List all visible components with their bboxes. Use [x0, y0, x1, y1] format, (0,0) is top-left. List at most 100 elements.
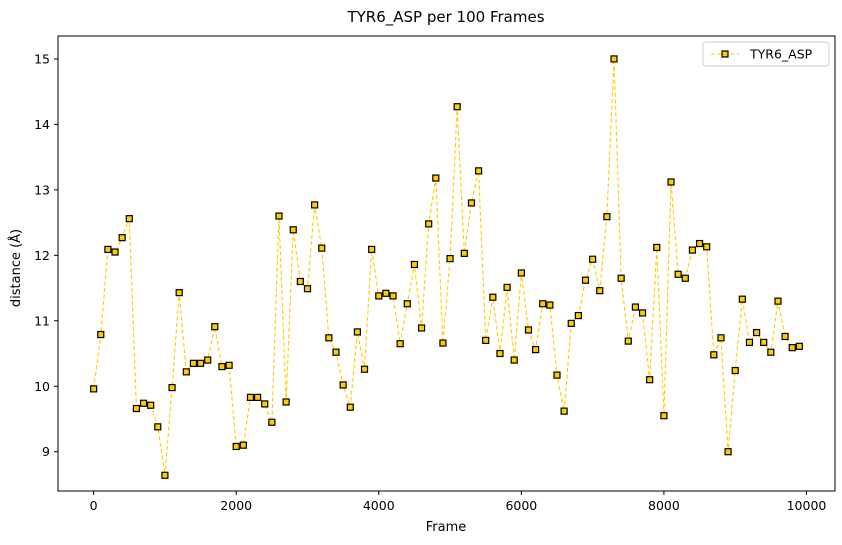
x-tick-label: 4000	[363, 498, 395, 513]
data-point	[617, 274, 625, 282]
data-point	[610, 55, 618, 63]
data-point	[546, 301, 554, 309]
data-point	[196, 359, 205, 367]
data-point	[296, 277, 304, 286]
data-point	[667, 178, 675, 186]
data-point	[303, 285, 312, 293]
data-point	[246, 393, 255, 401]
data-point	[574, 311, 582, 320]
data-point	[453, 103, 461, 111]
data-point	[646, 376, 654, 384]
data-point	[745, 338, 754, 346]
data-point	[403, 300, 411, 308]
data-point	[125, 215, 133, 223]
data-point	[118, 234, 126, 242]
data-point	[560, 407, 568, 415]
data-point	[211, 323, 219, 331]
data-point	[589, 255, 597, 263]
y-tick-label: 9	[42, 444, 50, 459]
data-point	[139, 399, 148, 407]
data-point	[425, 220, 433, 228]
data-point	[482, 336, 490, 345]
data-point	[353, 328, 361, 336]
data-point	[724, 448, 732, 456]
y-axis-label: distance (Å)	[8, 229, 24, 307]
data-point	[767, 348, 775, 356]
data-point	[760, 338, 768, 346]
data-point	[553, 371, 561, 379]
data-point	[781, 332, 789, 341]
data-point	[175, 289, 183, 297]
y-tick-label: 11	[34, 313, 50, 328]
data-point	[311, 201, 319, 209]
data-point	[417, 324, 426, 332]
data-point	[332, 348, 340, 356]
data-point	[261, 400, 269, 408]
x-tick-label: 6000	[505, 498, 537, 513]
data-point	[774, 297, 782, 305]
data-point	[681, 274, 689, 282]
x-axis: 0 2000 4000 6000 8000 10000	[90, 491, 827, 513]
y-axis: 9 10 11 12 13 14 15	[34, 51, 58, 459]
data-point	[204, 356, 212, 364]
data-point	[460, 249, 468, 257]
data-point	[496, 349, 504, 358]
x-tick-label: 0	[90, 498, 98, 513]
data-point	[339, 381, 347, 389]
data-point	[695, 239, 704, 248]
data-point	[539, 300, 547, 308]
data-point	[638, 309, 647, 317]
data-point	[717, 334, 725, 342]
data-point	[674, 270, 682, 278]
data-point	[710, 351, 718, 359]
legend-label: TYR6_ASP	[749, 47, 813, 62]
plot-area	[90, 55, 803, 479]
data-point	[90, 385, 98, 393]
x-tick-label: 2000	[220, 498, 252, 513]
data-point	[688, 246, 697, 254]
data-point	[218, 363, 226, 371]
data-point	[104, 245, 112, 254]
data-point	[232, 442, 240, 451]
legend: TYR6_ASP	[702, 41, 830, 67]
data-point	[752, 328, 761, 337]
data-point	[788, 344, 796, 352]
data-point	[389, 292, 397, 300]
data-point	[410, 260, 419, 269]
data-point	[596, 287, 604, 295]
data-point	[603, 213, 611, 221]
data-point	[253, 393, 262, 401]
data-point	[382, 289, 390, 297]
data-point	[446, 254, 454, 263]
data-point	[396, 340, 404, 348]
data-point	[161, 471, 169, 479]
data-point	[653, 243, 661, 252]
data-point	[731, 366, 739, 375]
y-tick-label: 10	[34, 379, 50, 394]
data-point	[432, 174, 440, 182]
data-point	[368, 245, 376, 254]
data-point	[631, 303, 640, 311]
x-tick-label: 10000	[787, 498, 827, 513]
data-point	[660, 412, 668, 420]
data-point	[489, 293, 497, 301]
data-point	[325, 334, 333, 342]
data-point	[517, 269, 525, 277]
legend-box	[702, 41, 830, 67]
data-point	[268, 418, 276, 426]
x-axis-label: Frame	[426, 520, 467, 535]
data-point	[624, 337, 632, 345]
data-point	[289, 226, 297, 234]
data-point	[275, 212, 283, 220]
x-tick-label: 8000	[648, 498, 680, 513]
data-point	[147, 401, 155, 409]
data-point	[132, 404, 141, 413]
data-point	[154, 423, 162, 431]
data-point	[225, 361, 233, 369]
data-point	[532, 345, 540, 354]
legend-marker	[721, 50, 729, 58]
data-point	[318, 244, 326, 252]
data-point	[239, 441, 247, 449]
